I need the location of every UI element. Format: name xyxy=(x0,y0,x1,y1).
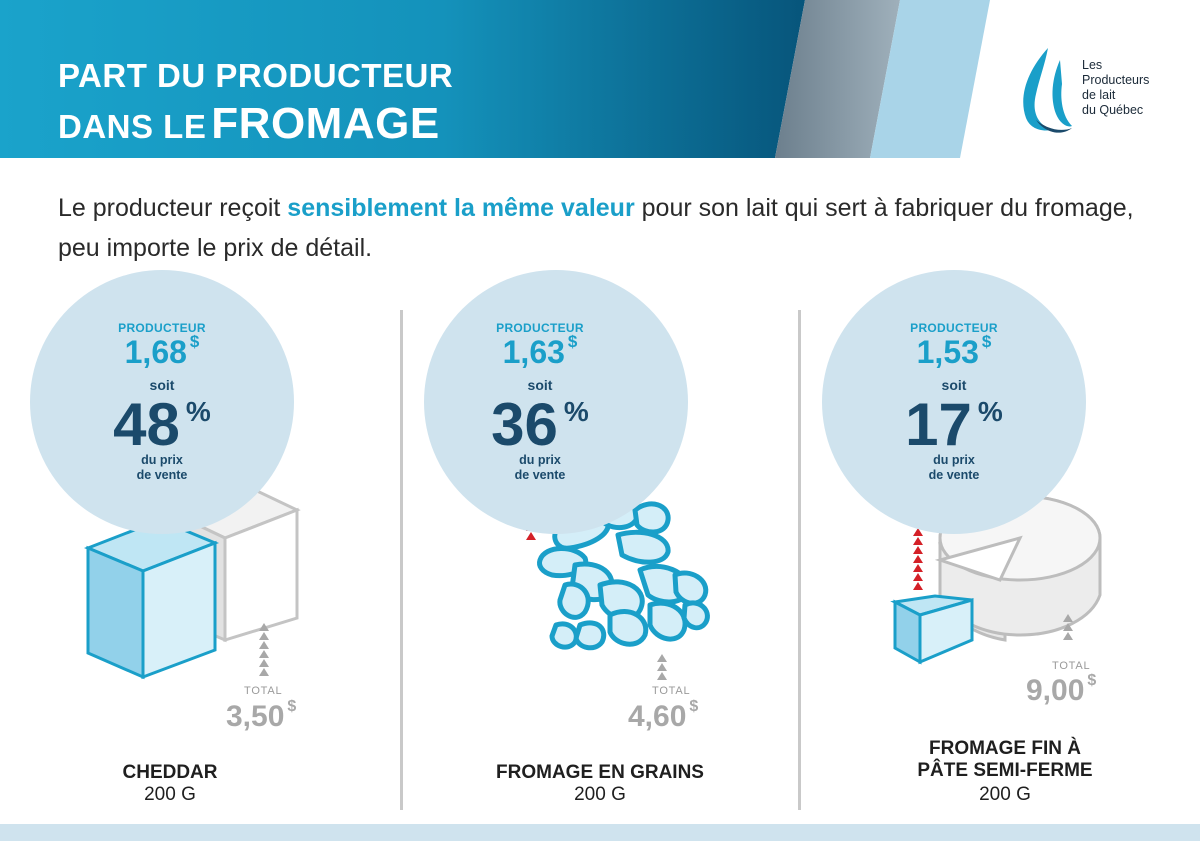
currency-sign: $ xyxy=(1087,672,1097,689)
total-amount: 9,00 $ xyxy=(1026,672,1097,708)
currency-sign: $ xyxy=(567,332,578,351)
desc-line2: de vente xyxy=(514,468,566,482)
producer-arrow xyxy=(913,564,923,572)
total-label: TOTAL xyxy=(652,685,691,697)
total-amount-value: 9,00 xyxy=(1026,674,1085,707)
total-arrow xyxy=(259,668,269,676)
cheese-name: FROMAGE EN GRAINS xyxy=(440,762,760,784)
producer-label: PRODUCTEUR xyxy=(118,321,206,335)
producer-percent: 48% xyxy=(30,390,294,459)
producer-amount: 1,53 $ xyxy=(822,332,1086,371)
total-arrow xyxy=(657,654,667,662)
intro-part1: Le producteur reçoit xyxy=(58,194,288,222)
producer-percent: 36% xyxy=(408,390,672,459)
producer-label: PRODUCTEUR xyxy=(910,321,998,335)
desc-line2: de vente xyxy=(136,468,188,482)
soit-label: soit xyxy=(941,377,967,393)
header-banner: PART DU PRODUCTEUR DANS LE FROMAGE xyxy=(0,0,1200,158)
producer-arrow xyxy=(526,532,536,540)
percent-value: 36 xyxy=(491,391,558,458)
percent-value: 48 xyxy=(113,391,180,458)
total-arrow xyxy=(259,632,269,640)
total-arrow xyxy=(259,641,269,649)
producer-arrow xyxy=(913,546,923,554)
cheese-name-line1: FROMAGE FIN À xyxy=(929,738,1081,759)
cheese-name-line1: CHEDDAR xyxy=(122,762,218,783)
banner-background xyxy=(0,0,990,158)
total-arrow xyxy=(259,650,269,658)
desc-line1: du prix xyxy=(519,453,561,467)
total-amount-value: 3,50 xyxy=(226,700,285,733)
logo-text-line3: de lait xyxy=(1082,88,1116,102)
percent-sign: % xyxy=(563,396,589,427)
producer-amount-value: 1,63 xyxy=(502,334,565,370)
column-divider xyxy=(798,310,801,810)
currency-sign: $ xyxy=(287,698,297,715)
cheese-name-line2: PÂTE SEMI-FERME xyxy=(917,760,1093,781)
logo-text-line1: Les xyxy=(1082,58,1103,72)
total-arrow xyxy=(657,672,667,680)
title-line2-small: DANS LE xyxy=(58,108,207,145)
producer-percent: 17% xyxy=(822,390,1086,459)
cheese-weight: 200 G xyxy=(144,784,196,805)
producer-amount-value: 1,68 xyxy=(124,334,187,370)
cheddar-blocks-icon xyxy=(83,488,301,680)
percent-sign: % xyxy=(185,396,211,427)
total-amount: 3,50 $ xyxy=(226,698,297,734)
column-divider xyxy=(400,310,403,810)
total-arrow xyxy=(1063,632,1073,640)
producer-amount: 1,68 $ xyxy=(30,332,294,371)
currency-sign: $ xyxy=(189,332,200,351)
cheese-name: CHEDDAR xyxy=(40,762,300,784)
total-arrow xyxy=(1063,614,1073,622)
logo-text-line2: Producteurs xyxy=(1082,73,1150,87)
total-arrow xyxy=(657,663,667,671)
soit-label: soit xyxy=(149,377,175,393)
producer-amount: 1,63 $ xyxy=(408,332,672,371)
cheese-name-line1: FROMAGE EN GRAINS xyxy=(496,762,704,783)
currency-sign: $ xyxy=(689,698,699,715)
producer-arrow xyxy=(913,582,923,590)
total-arrow xyxy=(1063,623,1073,631)
total-arrow xyxy=(259,623,269,631)
producer-amount-value: 1,53 xyxy=(916,334,979,370)
title-line2-big: FROMAGE xyxy=(211,99,440,148)
producer-arrow xyxy=(913,528,923,536)
logo-text: Les Producteurs de lait du Québec xyxy=(1082,58,1149,118)
intro-text: Le producteur reçoit sensiblement la mêm… xyxy=(58,188,1158,268)
total-amount-value: 4,60 xyxy=(628,700,687,733)
footer-bar xyxy=(0,824,1200,841)
percent-value: 17 xyxy=(905,391,972,458)
cheese-weight: 200 G xyxy=(574,784,626,805)
producer-arrow xyxy=(913,573,923,581)
intro-highlight: sensiblement la même valeur xyxy=(287,194,635,222)
total-arrow xyxy=(259,659,269,667)
percent-description: du prix de vente xyxy=(30,453,294,483)
desc-line1: du prix xyxy=(933,453,975,467)
producer-arrow xyxy=(913,555,923,563)
page-title: PART DU PRODUCTEUR DANS LE FROMAGE xyxy=(58,52,453,158)
producer-share-circle xyxy=(424,270,688,534)
total-label: TOTAL xyxy=(244,685,283,697)
title-line1: PART DU PRODUCTEUR xyxy=(58,57,454,94)
desc-line2: de vente xyxy=(928,468,980,482)
percent-sign: % xyxy=(977,396,1003,427)
currency-sign: $ xyxy=(981,332,992,351)
percent-description: du prix de vente xyxy=(408,453,672,483)
percent-description: du prix de vente xyxy=(822,453,1086,483)
desc-line1: du prix xyxy=(141,453,183,467)
intro-part2: pour son lait qui sert à fabriquer du fr… xyxy=(58,194,1134,262)
total-amount: 4,60 $ xyxy=(628,698,699,734)
cheese-name: FROMAGE FIN À PÂTE SEMI-FERME xyxy=(860,738,1150,782)
soit-label: soit xyxy=(527,377,553,393)
logo-text-line4: du Québec xyxy=(1082,103,1144,117)
producer-arrow xyxy=(913,537,923,545)
cheese-weight: 200 G xyxy=(979,784,1031,805)
producer-share-circle xyxy=(30,270,294,534)
producer-label: PRODUCTEUR xyxy=(496,321,584,335)
producer-share-circle xyxy=(822,270,1086,534)
total-label: TOTAL xyxy=(1052,660,1091,672)
